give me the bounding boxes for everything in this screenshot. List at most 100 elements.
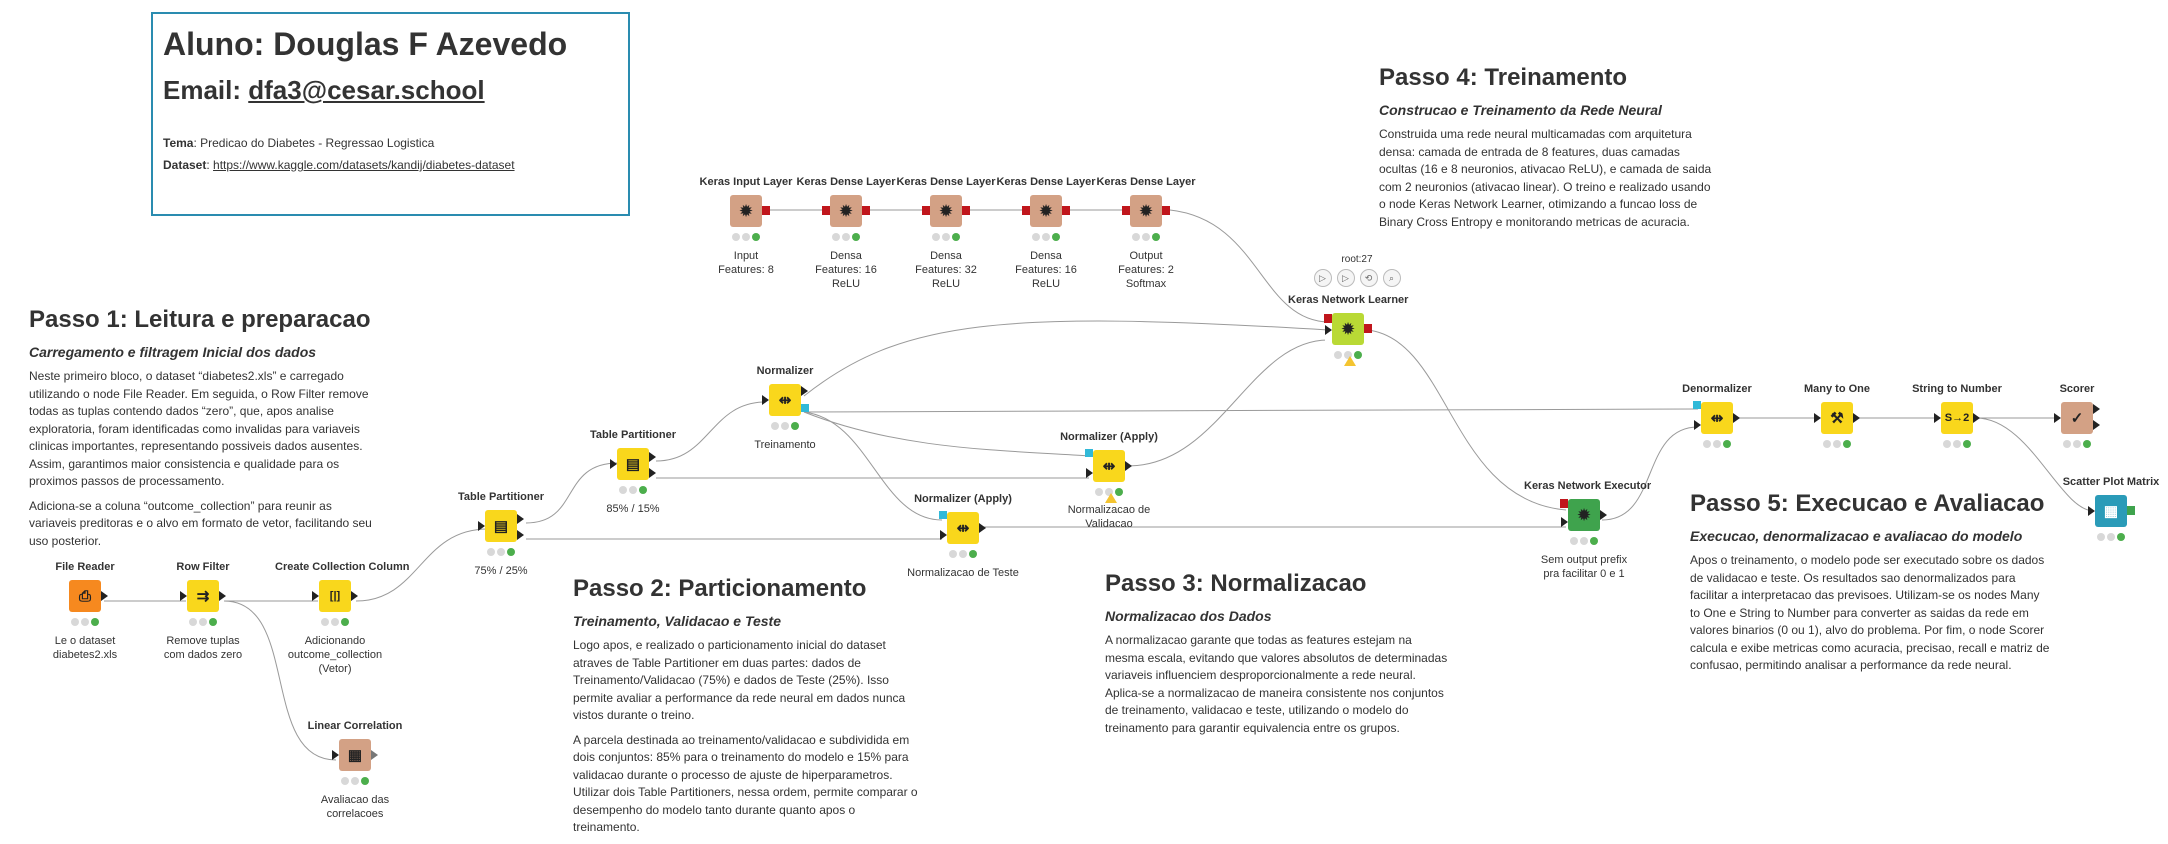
output-port[interactable] — [762, 206, 770, 215]
node-file-reader[interactable]: File Reader ⎙ Le o dataset diabetes2.xls — [25, 560, 145, 662]
output-port[interactable] — [2127, 506, 2135, 515]
node-table-partitioner-1[interactable]: Table Partitioner ▤ 75% / 25% — [441, 490, 561, 578]
output-port-model[interactable] — [801, 404, 809, 412]
output-port-2[interactable] — [649, 468, 656, 478]
input-port[interactable] — [1814, 413, 1821, 423]
model-input-port[interactable] — [939, 511, 947, 519]
node-linear-correlation[interactable]: Linear Correlation ▦ Avaliacao das corre… — [295, 719, 415, 821]
node-table-partitioner-2[interactable]: Table Partitioner ▤ 85% / 15% — [573, 428, 693, 516]
output-port-2[interactable] — [517, 530, 524, 540]
output-port-2[interactable] — [2093, 420, 2100, 430]
train-input-port[interactable] — [1325, 325, 1332, 335]
input-port[interactable] — [922, 206, 930, 215]
input-port[interactable] — [940, 530, 947, 540]
output-port[interactable] — [979, 523, 986, 533]
output-port[interactable] — [962, 206, 970, 215]
node-title: Denormalizer — [1682, 383, 1752, 395]
node-keras-dense-layer-3[interactable]: Keras Dense Layer ✹ Densa Features: 16 R… — [986, 175, 1106, 291]
step-3-paragraph-1: A normalizacao garante que todas as feat… — [1105, 633, 1448, 735]
string-to-number-icon: S→2 — [1941, 402, 1973, 434]
input-port[interactable] — [1086, 468, 1093, 478]
output-port[interactable] — [219, 591, 226, 601]
node-status — [903, 550, 1023, 558]
node-keras-dense-layer-4[interactable]: Keras Dense Layer ✹ Output Features: 2 S… — [1086, 175, 1206, 291]
node-scatter-plot-matrix[interactable]: Scatter Plot Matrix ▦ — [2051, 475, 2168, 541]
model-input-port[interactable] — [1560, 499, 1568, 508]
output-port-1[interactable] — [649, 452, 656, 462]
node-normalizer-apply-test[interactable]: Normalizer (Apply) ⇹ Normalizacao de Tes… — [903, 492, 1023, 580]
input-port[interactable] — [2054, 413, 2061, 423]
output-port[interactable] — [1973, 413, 1980, 423]
output-port[interactable] — [1125, 461, 1132, 471]
output-port-1[interactable] — [517, 514, 524, 524]
input-port[interactable] — [332, 750, 339, 760]
output-port-data[interactable] — [801, 386, 808, 396]
input-port[interactable] — [180, 591, 187, 601]
row-filter-icon: ⇉ — [187, 580, 219, 612]
node-keras-network-executor[interactable]: Keras Network Executor ✹ Sem output pref… — [1524, 479, 1651, 581]
output-port-1[interactable] — [2093, 404, 2100, 414]
node-normalizer[interactable]: Normalizer ⇹ Treinamento — [725, 364, 845, 452]
node-normalizer-apply-validation[interactable]: Normalizer (Apply) ⇹ Normalizacao de Val… — [1049, 430, 1169, 531]
node-create-collection-column[interactable]: Create Collection Column [|] Adicionando… — [275, 560, 409, 676]
output-port[interactable] — [371, 750, 378, 760]
input-port[interactable] — [1694, 420, 1701, 430]
node-title: Scorer — [2059, 383, 2095, 395]
input-port[interactable] — [1934, 413, 1941, 423]
tema-line: Tema: Predicao do Diabetes - Regressao L… — [163, 132, 618, 154]
input-port[interactable] — [610, 459, 617, 469]
node-title: String to Number — [1912, 383, 2002, 395]
output-port[interactable] — [351, 591, 358, 601]
node-denormalizer[interactable]: Denormalizer ⇹ — [1657, 382, 1777, 448]
keras-layer-icon: ✹ — [930, 195, 962, 227]
node-status — [1524, 537, 1644, 545]
node-title: Keras Input Layer — [699, 176, 793, 188]
model-input-port[interactable] — [1324, 314, 1332, 323]
keras-layer-icon: ✹ — [1130, 195, 1162, 227]
dataset-link[interactable]: https://www.kaggle.com/datasets/kandij/d… — [213, 158, 515, 172]
node-scorer[interactable]: Scorer ✓ — [2017, 382, 2137, 448]
node-keras-input-layer[interactable]: Keras Input Layer ✹ Input Features: 8 — [686, 175, 806, 277]
output-port[interactable] — [1600, 510, 1607, 520]
node-keras-dense-layer-2[interactable]: Keras Dense Layer ✹ Densa Features: 32 R… — [886, 175, 1006, 291]
output-port[interactable] — [101, 591, 108, 601]
keras-executor-icon: ✹ — [1568, 499, 1600, 531]
wire-normalizer-model-denorm — [803, 408, 1699, 413]
node-row-filter[interactable]: Row Filter ⇉ Remove tuplas com dados zer… — [143, 560, 263, 662]
email-link[interactable]: dfa3@cesar.school — [248, 75, 485, 105]
output-port[interactable] — [1364, 324, 1372, 333]
output-port[interactable] — [862, 206, 870, 215]
output-port[interactable] — [1853, 413, 1860, 423]
node-status — [725, 422, 845, 430]
output-port[interactable] — [1733, 413, 1740, 423]
model-input-port[interactable] — [1085, 449, 1093, 457]
node-title: Normalizer — [756, 365, 814, 377]
wire-keras-learner — [1169, 209, 1329, 323]
node-many-to-one[interactable]: Many to One ⚒ — [1777, 382, 1897, 448]
input-port[interactable] — [1022, 206, 1030, 215]
input-port[interactable] — [2088, 506, 2095, 516]
node-keras-network-learner[interactable]: Keras Network Learner ✹ — [1288, 293, 1408, 366]
input-port[interactable] — [762, 395, 769, 405]
node-keras-dense-layer-1[interactable]: Keras Dense Layer ✹ Densa Features: 16 R… — [786, 175, 906, 291]
input-port[interactable] — [822, 206, 830, 215]
model-input-port[interactable] — [1693, 401, 1701, 409]
node-string-to-number[interactable]: String to Number S→2 — [1897, 382, 2017, 448]
input-port[interactable] — [478, 521, 485, 531]
node-status — [1897, 440, 2017, 448]
input-port[interactable] — [1122, 206, 1130, 215]
input-port[interactable] — [1561, 517, 1568, 527]
student-info-box: Aluno: Douglas F Azevedo Email: dfa3@ces… — [151, 12, 630, 216]
node-title: Keras Dense Layer — [1096, 176, 1196, 188]
output-port[interactable] — [1062, 206, 1070, 215]
node-title: Keras Dense Layer — [796, 176, 896, 188]
view-icon[interactable]: ⌕ — [1382, 269, 1401, 287]
execute-all-icon[interactable]: ▷ — [1336, 269, 1355, 287]
input-port[interactable] — [312, 591, 319, 601]
execute-icon[interactable]: ▷ — [1313, 269, 1332, 287]
output-port[interactable] — [1162, 206, 1170, 215]
validation-input-port[interactable] — [1325, 335, 1332, 345]
node-id-label: root:27 — [1341, 254, 1373, 265]
reset-icon[interactable]: ⟲ — [1359, 269, 1378, 287]
node-status — [1049, 488, 1169, 496]
